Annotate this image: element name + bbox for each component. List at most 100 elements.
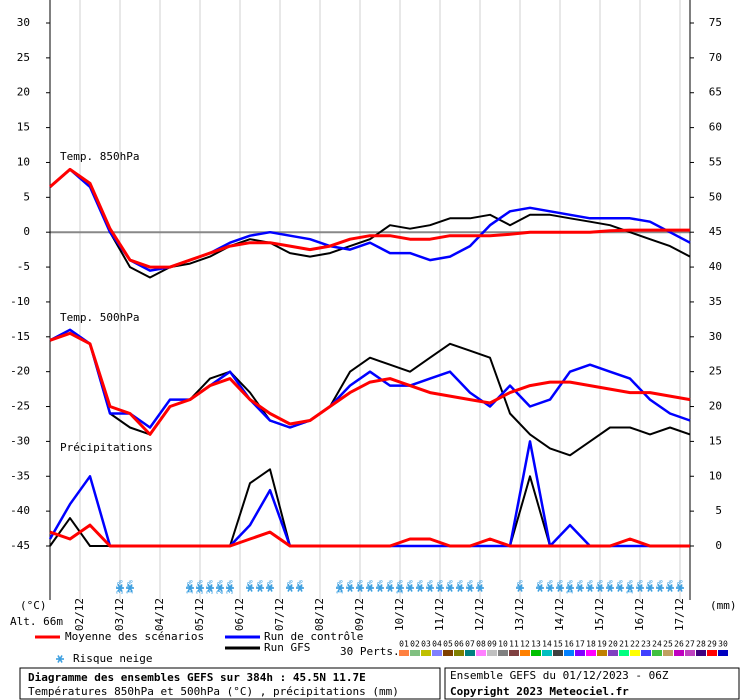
member-label: 15 (553, 640, 563, 649)
snow-risk-label: 13% (186, 580, 195, 595)
member-swatch (707, 650, 717, 656)
snow-icon (576, 584, 584, 592)
snow-icon-stroke (397, 584, 403, 592)
y-tick-label: -20 (10, 365, 30, 378)
member-swatch (630, 650, 640, 656)
series-line (49, 168, 691, 272)
member-swatch (718, 650, 728, 656)
y2-tick-label: 55 (709, 155, 722, 168)
member-label: 29 (707, 640, 717, 649)
members-label: 30 Perts. (340, 645, 400, 658)
snow-icon (116, 584, 124, 592)
legend-label: Run de contrôle (264, 630, 363, 643)
footer-box (444, 667, 740, 700)
member-label: 18 (586, 640, 596, 649)
snow-icon-stroke (557, 584, 563, 592)
x-tick-label: 16/12 (633, 598, 646, 631)
snow-icon-stroke (587, 584, 593, 592)
footer-subtitle: Températures 850hPa et 500hPa (°C) , pré… (28, 685, 399, 698)
member-swatch (465, 650, 475, 656)
member-label: 20 (608, 640, 618, 649)
y2-tick-label: 40 (709, 260, 722, 273)
snow-icon (516, 584, 524, 592)
member-label: 27 (685, 640, 695, 649)
snow-risk-label: 6% (256, 580, 265, 590)
member-label: 19 (597, 640, 607, 649)
y-tick-label: -35 (10, 469, 30, 482)
x-tick-label: 07/12 (273, 598, 286, 631)
y-tick-label: -40 (10, 504, 30, 517)
x-tick-label: 17/12 (673, 598, 686, 631)
snow-icon-stroke (117, 584, 123, 592)
x-tick-label: 04/12 (153, 598, 166, 631)
member-swatch (432, 650, 442, 656)
x-tick-label: 03/12 (113, 598, 126, 631)
snow-icon-stroke (217, 584, 223, 592)
snow-risk-label: 13% (336, 580, 345, 595)
snow-icon (126, 584, 134, 592)
member-label: 26 (674, 640, 684, 649)
series-line (49, 167, 690, 269)
member-label: 23 (641, 640, 651, 649)
snow-icon (186, 584, 194, 592)
snow-risk-label: 3% (456, 580, 465, 590)
snow-icon-stroke (247, 584, 253, 592)
snow-icon-stroke (627, 584, 633, 592)
snow-icon-stroke (297, 584, 303, 592)
snow-risk-label: 6% (646, 580, 655, 590)
snow-icon (56, 655, 64, 663)
member-label: 01 (399, 640, 409, 649)
snow-icon (596, 584, 604, 592)
snow-icon-stroke (377, 584, 383, 592)
member-swatch (575, 650, 585, 656)
snow-icon-stroke (57, 655, 63, 663)
snow-risk-label: 10% (126, 580, 135, 595)
member-label: 03 (421, 640, 431, 649)
snow-risk-label: 23% (216, 580, 225, 595)
snow-icon-stroke (197, 584, 203, 592)
y2-tick-label: 35 (709, 295, 722, 308)
x-tick-label: 15/12 (593, 598, 606, 631)
member-swatch (641, 650, 651, 656)
snow-risk-label: 3% (266, 580, 275, 590)
snow-icon (376, 584, 384, 592)
snow-icon-stroke (677, 584, 683, 592)
y-tick-label: -10 (10, 295, 30, 308)
snow-icon-stroke (417, 584, 423, 592)
snow-icon (456, 584, 464, 592)
x-tick-label: 11/12 (433, 598, 446, 631)
member-swatch (399, 650, 409, 656)
run-info: Ensemble GEFS du 01/12/2023 - 06Z (450, 669, 669, 682)
snow-risk-label: 6% (596, 580, 605, 590)
member-label: 10 (498, 640, 508, 649)
snow-icon (586, 584, 594, 592)
snow-icon (466, 584, 474, 592)
panel-label: Précipitations (60, 441, 153, 454)
snow-icon-stroke (367, 584, 373, 592)
member-swatch (509, 650, 519, 656)
x-tick-label: 09/12 (353, 598, 366, 631)
snow-risk-label: 6% (436, 580, 445, 590)
snow-risk-label: 6% (546, 580, 555, 590)
y-axis-label: (°C) (20, 599, 47, 612)
snow-icon-stroke (467, 584, 473, 592)
snow-icon (546, 584, 554, 592)
snow-icon (606, 584, 614, 592)
member-label: 04 (432, 640, 442, 649)
snow-risk-label: 35% (226, 580, 235, 595)
snow-risk-label: 3% (416, 580, 425, 590)
snow-icon (226, 584, 234, 592)
snow-risk-label: 6% (406, 580, 415, 590)
x-tick-label: 02/12 (73, 598, 86, 631)
snow-risk-label: 35% (116, 580, 125, 595)
series-line (49, 328, 691, 429)
series-line (49, 331, 691, 436)
member-label: 21 (619, 640, 629, 649)
snow-icon (406, 584, 414, 592)
legend-label: Run GFS (264, 641, 310, 654)
snow-risk-label: 13% (566, 580, 575, 595)
footer-box (19, 667, 441, 700)
snow-icon-stroke (127, 584, 133, 592)
snow-risk-label: 3% (616, 580, 625, 590)
member-label: 07 (465, 640, 475, 649)
